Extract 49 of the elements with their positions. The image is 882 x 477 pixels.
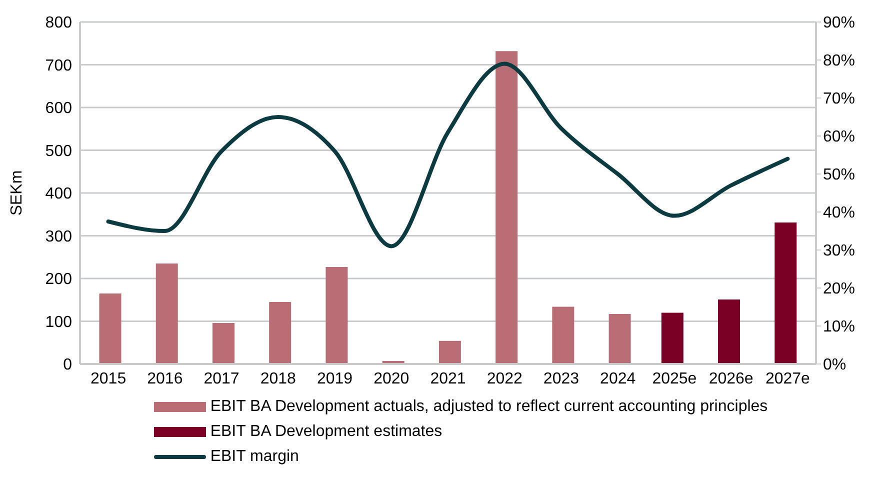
bar bbox=[718, 299, 740, 364]
y-tick-label: 0 bbox=[63, 356, 72, 374]
bar bbox=[496, 51, 518, 364]
x-tick-label: 2021 bbox=[430, 370, 466, 388]
x-tick-label: 2022 bbox=[486, 370, 523, 388]
y2-tick-label: 40% bbox=[823, 204, 856, 222]
x-tick-label: 2018 bbox=[260, 370, 296, 388]
x-tick-label: 2023 bbox=[543, 370, 580, 388]
y-tick-label: 300 bbox=[45, 228, 72, 246]
legend-label: EBIT BA Development estimates bbox=[210, 422, 442, 442]
y2-tick-label: 90% bbox=[823, 14, 856, 32]
legend-label: EBIT margin bbox=[210, 447, 299, 467]
y2-tick-label: 70% bbox=[823, 90, 856, 108]
y2-tick-label: 60% bbox=[823, 128, 856, 146]
y2-tick-label: 30% bbox=[823, 242, 856, 260]
y-tick-label: 700 bbox=[45, 57, 72, 74]
y-tick-label: 600 bbox=[45, 100, 72, 118]
y2-tick-label: 0% bbox=[823, 356, 846, 374]
x-tick-label: 2025e bbox=[652, 370, 697, 388]
bar bbox=[608, 314, 631, 364]
bar bbox=[212, 322, 234, 364]
y2-tick-label: 10% bbox=[823, 318, 856, 336]
x-tick-label: 2024 bbox=[600, 370, 636, 388]
bar bbox=[438, 340, 461, 364]
y-tick-label: 400 bbox=[45, 186, 72, 203]
y2-tick-label: 50% bbox=[823, 166, 856, 184]
bar bbox=[156, 264, 178, 364]
y-axis-title: SEKm bbox=[8, 170, 26, 216]
bar bbox=[269, 302, 292, 364]
line-series bbox=[106, 62, 790, 248]
x-tick-label: 2015 bbox=[90, 370, 126, 388]
y-tick-label: 200 bbox=[45, 271, 72, 288]
bar bbox=[326, 266, 348, 364]
y-tick-label: 500 bbox=[45, 142, 72, 160]
y2-tick-label: 80% bbox=[823, 52, 856, 70]
bar bbox=[774, 222, 797, 364]
bar bbox=[552, 306, 574, 364]
x-tick-label: 2026e bbox=[708, 370, 754, 388]
x-tick-label: 2019 bbox=[316, 370, 353, 388]
bar bbox=[661, 312, 684, 364]
bar bbox=[99, 293, 122, 364]
x-tick-label: 2017 bbox=[204, 370, 240, 388]
legend-label: EBIT BA Development actuals, adjusted to reflect current accounting principles bbox=[210, 397, 768, 417]
x-tick-label: 2020 bbox=[374, 370, 410, 388]
y2-tick-label: 20% bbox=[823, 280, 856, 298]
y-tick-label: 100 bbox=[45, 314, 72, 331]
y-tick-label: 800 bbox=[45, 14, 72, 32]
x-tick-label: 2027e bbox=[765, 370, 810, 388]
x-tick-label: 2016 bbox=[147, 370, 183, 388]
